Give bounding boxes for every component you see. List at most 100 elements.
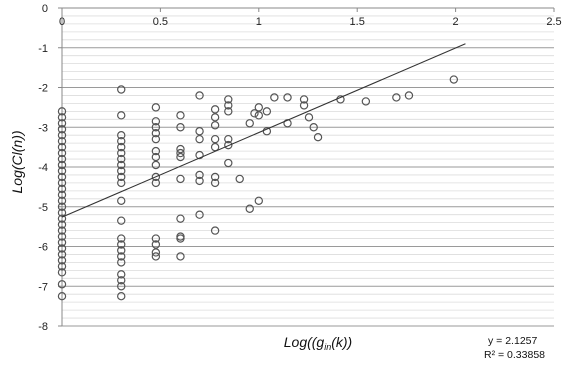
data-point: [57, 214, 67, 223]
data-point: [392, 93, 401, 102]
y-tick-label: -4: [38, 162, 48, 174]
data-point: [151, 103, 161, 112]
data-point: [262, 107, 272, 116]
data-point: [117, 276, 126, 285]
data-point: [210, 105, 220, 114]
data-point: [151, 152, 161, 162]
data-point: [117, 282, 126, 291]
data-point: [57, 178, 67, 188]
data-point: [57, 130, 67, 140]
data-point: [235, 174, 244, 184]
data-point: [224, 140, 233, 150]
data-point: [176, 214, 185, 223]
data-point: [57, 184, 67, 194]
data-point: [195, 210, 204, 219]
data-point: [151, 234, 161, 243]
data-point: [195, 170, 204, 180]
major-gridlines: [62, 7, 554, 327]
data-point: [57, 154, 67, 164]
data-point: [299, 101, 309, 110]
x-axis-title-main: Log((g: [284, 334, 325, 350]
data-point: [151, 117, 161, 126]
y-tick-label: -7: [38, 281, 48, 293]
trendline-r2: R² = 0.33858: [484, 349, 545, 361]
data-point: [151, 160, 161, 170]
data-point: [210, 113, 220, 122]
data-point: [57, 142, 67, 152]
data-point: [176, 152, 185, 162]
data-point: [117, 234, 126, 243]
data-point: [117, 240, 126, 249]
x-tick-label: 0.5: [153, 16, 168, 28]
data-point: [210, 121, 220, 130]
data-point: [117, 154, 126, 164]
data-point: [117, 111, 126, 120]
data-point: [245, 119, 254, 128]
data-point: [117, 270, 126, 279]
data-point: [254, 103, 263, 112]
data-point: [270, 93, 279, 102]
data-point: [195, 134, 204, 144]
data-point: [57, 291, 67, 301]
data-point: [57, 148, 67, 158]
data-point: [309, 123, 318, 132]
x-tick-label: 1.5: [350, 16, 365, 28]
data-point: [195, 91, 204, 100]
data-point: [224, 158, 233, 168]
data-point: [224, 134, 233, 144]
data-point: [117, 216, 126, 225]
data-point: [57, 160, 67, 170]
data-point: [117, 130, 126, 140]
y-tick-label: -2: [38, 83, 48, 95]
data-point: [117, 291, 126, 301]
x-tick-labels: 0 0.5 1 1.5 2 2.5: [59, 16, 562, 28]
data-point: [262, 127, 272, 136]
data-points: [57, 75, 459, 301]
data-point: [57, 256, 67, 265]
data-point: [195, 150, 204, 160]
y-tick-label: -6: [38, 242, 48, 254]
data-point: [313, 132, 323, 142]
y-tick-label: 0: [42, 3, 48, 15]
x-tick-label: 1: [256, 16, 262, 28]
data-point: [117, 160, 126, 170]
data-point: [176, 234, 185, 243]
y-tick-label: -8: [38, 321, 48, 333]
data-point: [176, 252, 185, 261]
y-axis-title: Log(Cl(n)): [9, 130, 25, 193]
data-point: [57, 208, 67, 217]
data-point: [57, 166, 67, 176]
data-point: [210, 172, 220, 182]
data-point: [254, 196, 263, 205]
data-point: [57, 268, 67, 277]
data-point: [57, 190, 67, 200]
data-point: [57, 202, 67, 211]
data-point: [57, 226, 67, 235]
data-point: [57, 119, 67, 128]
y-tick-label: -3: [38, 122, 48, 134]
data-point: [176, 123, 185, 132]
data-point: [57, 244, 67, 253]
data-point: [304, 113, 314, 122]
data-point: [250, 109, 259, 118]
data-point: [57, 232, 67, 241]
data-point: [361, 97, 371, 106]
data-point: [210, 134, 220, 144]
y-tick-label: -1: [38, 43, 48, 55]
data-point: [404, 91, 414, 100]
data-point: [117, 142, 126, 152]
data-point: [245, 204, 254, 213]
data-point: [195, 127, 204, 136]
data-point: [176, 144, 185, 154]
data-point: [283, 93, 292, 102]
data-point: [57, 172, 67, 182]
trendline: [61, 43, 466, 218]
x-tick-label: 2: [453, 16, 459, 28]
data-point: [117, 196, 126, 205]
data-point: [151, 123, 161, 132]
x-tick-label: 0: [59, 16, 65, 28]
x-axis-title-tail: (k)): [331, 334, 352, 350]
data-point: [57, 107, 67, 116]
data-point: [57, 250, 67, 259]
